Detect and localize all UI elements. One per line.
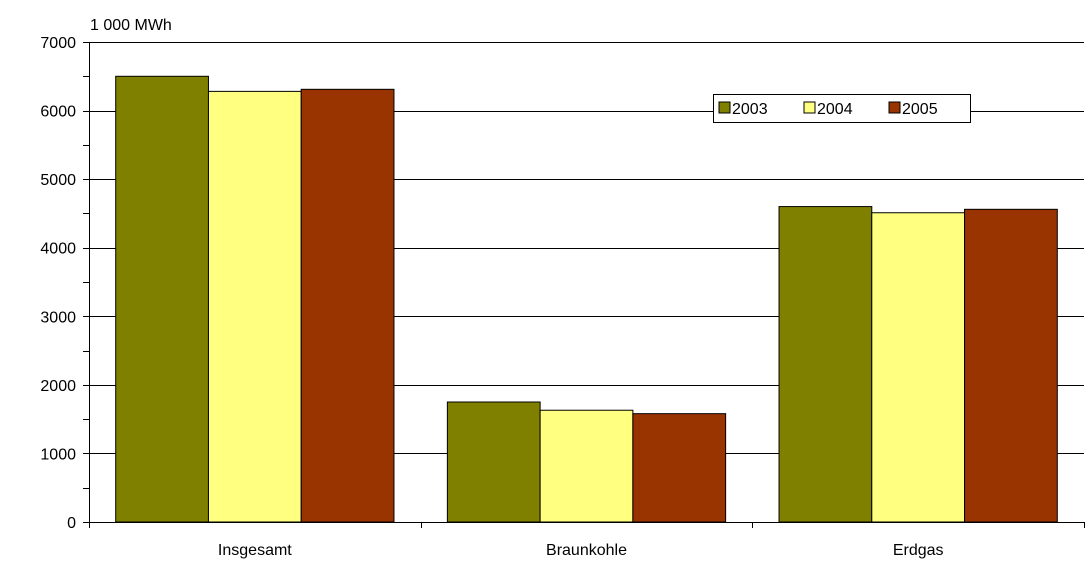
bar-erdgas-2003 [778, 206, 873, 523]
axes [83, 42, 1085, 528]
y-tick-label: 7000 [40, 35, 76, 52]
y-tick-label: 2000 [40, 378, 76, 395]
legend-swatch-2005 [888, 101, 901, 114]
bar-braunkohle-2003 [446, 401, 541, 523]
legend-label: 2004 [817, 101, 853, 118]
bar-braunkohle-2004 [539, 409, 634, 523]
y-unit-label: 1 000 MWh [90, 17, 172, 34]
bar-erdgas-2004 [871, 212, 966, 523]
category-label: Insgesamt [218, 542, 292, 559]
category-label: Erdgas [893, 542, 944, 559]
legend-swatch-2004 [803, 101, 816, 114]
y-tick-label: 3000 [40, 309, 76, 326]
bar-braunkohle-2005 [632, 413, 727, 523]
bar-insgesamt-2005 [300, 88, 395, 523]
legend-label: 2003 [732, 101, 768, 118]
y-tick-label: 5000 [40, 172, 76, 189]
legend: 2003 2004 2005 [713, 94, 971, 123]
bar-erdgas-2005 [964, 208, 1058, 523]
legend-label: 2005 [902, 101, 938, 118]
legend-box [713, 94, 971, 123]
legend-swatch-2003 [718, 101, 731, 114]
category-label: Braunkohle [546, 542, 627, 559]
y-tick-labels: 0 1000 2000 3000 4000 5000 6000 7000 [40, 35, 76, 532]
bar-insgesamt-2003 [115, 75, 209, 523]
y-tick-label: 4000 [40, 241, 76, 258]
y-tick-label: 0 [67, 515, 76, 532]
bar-insgesamt-2004 [207, 90, 302, 523]
category-labels: Insgesamt Braunkohle Erdgas [218, 542, 944, 559]
y-tick-label: 6000 [40, 104, 76, 121]
bars [115, 75, 1058, 523]
y-tick-label: 1000 [40, 446, 76, 463]
